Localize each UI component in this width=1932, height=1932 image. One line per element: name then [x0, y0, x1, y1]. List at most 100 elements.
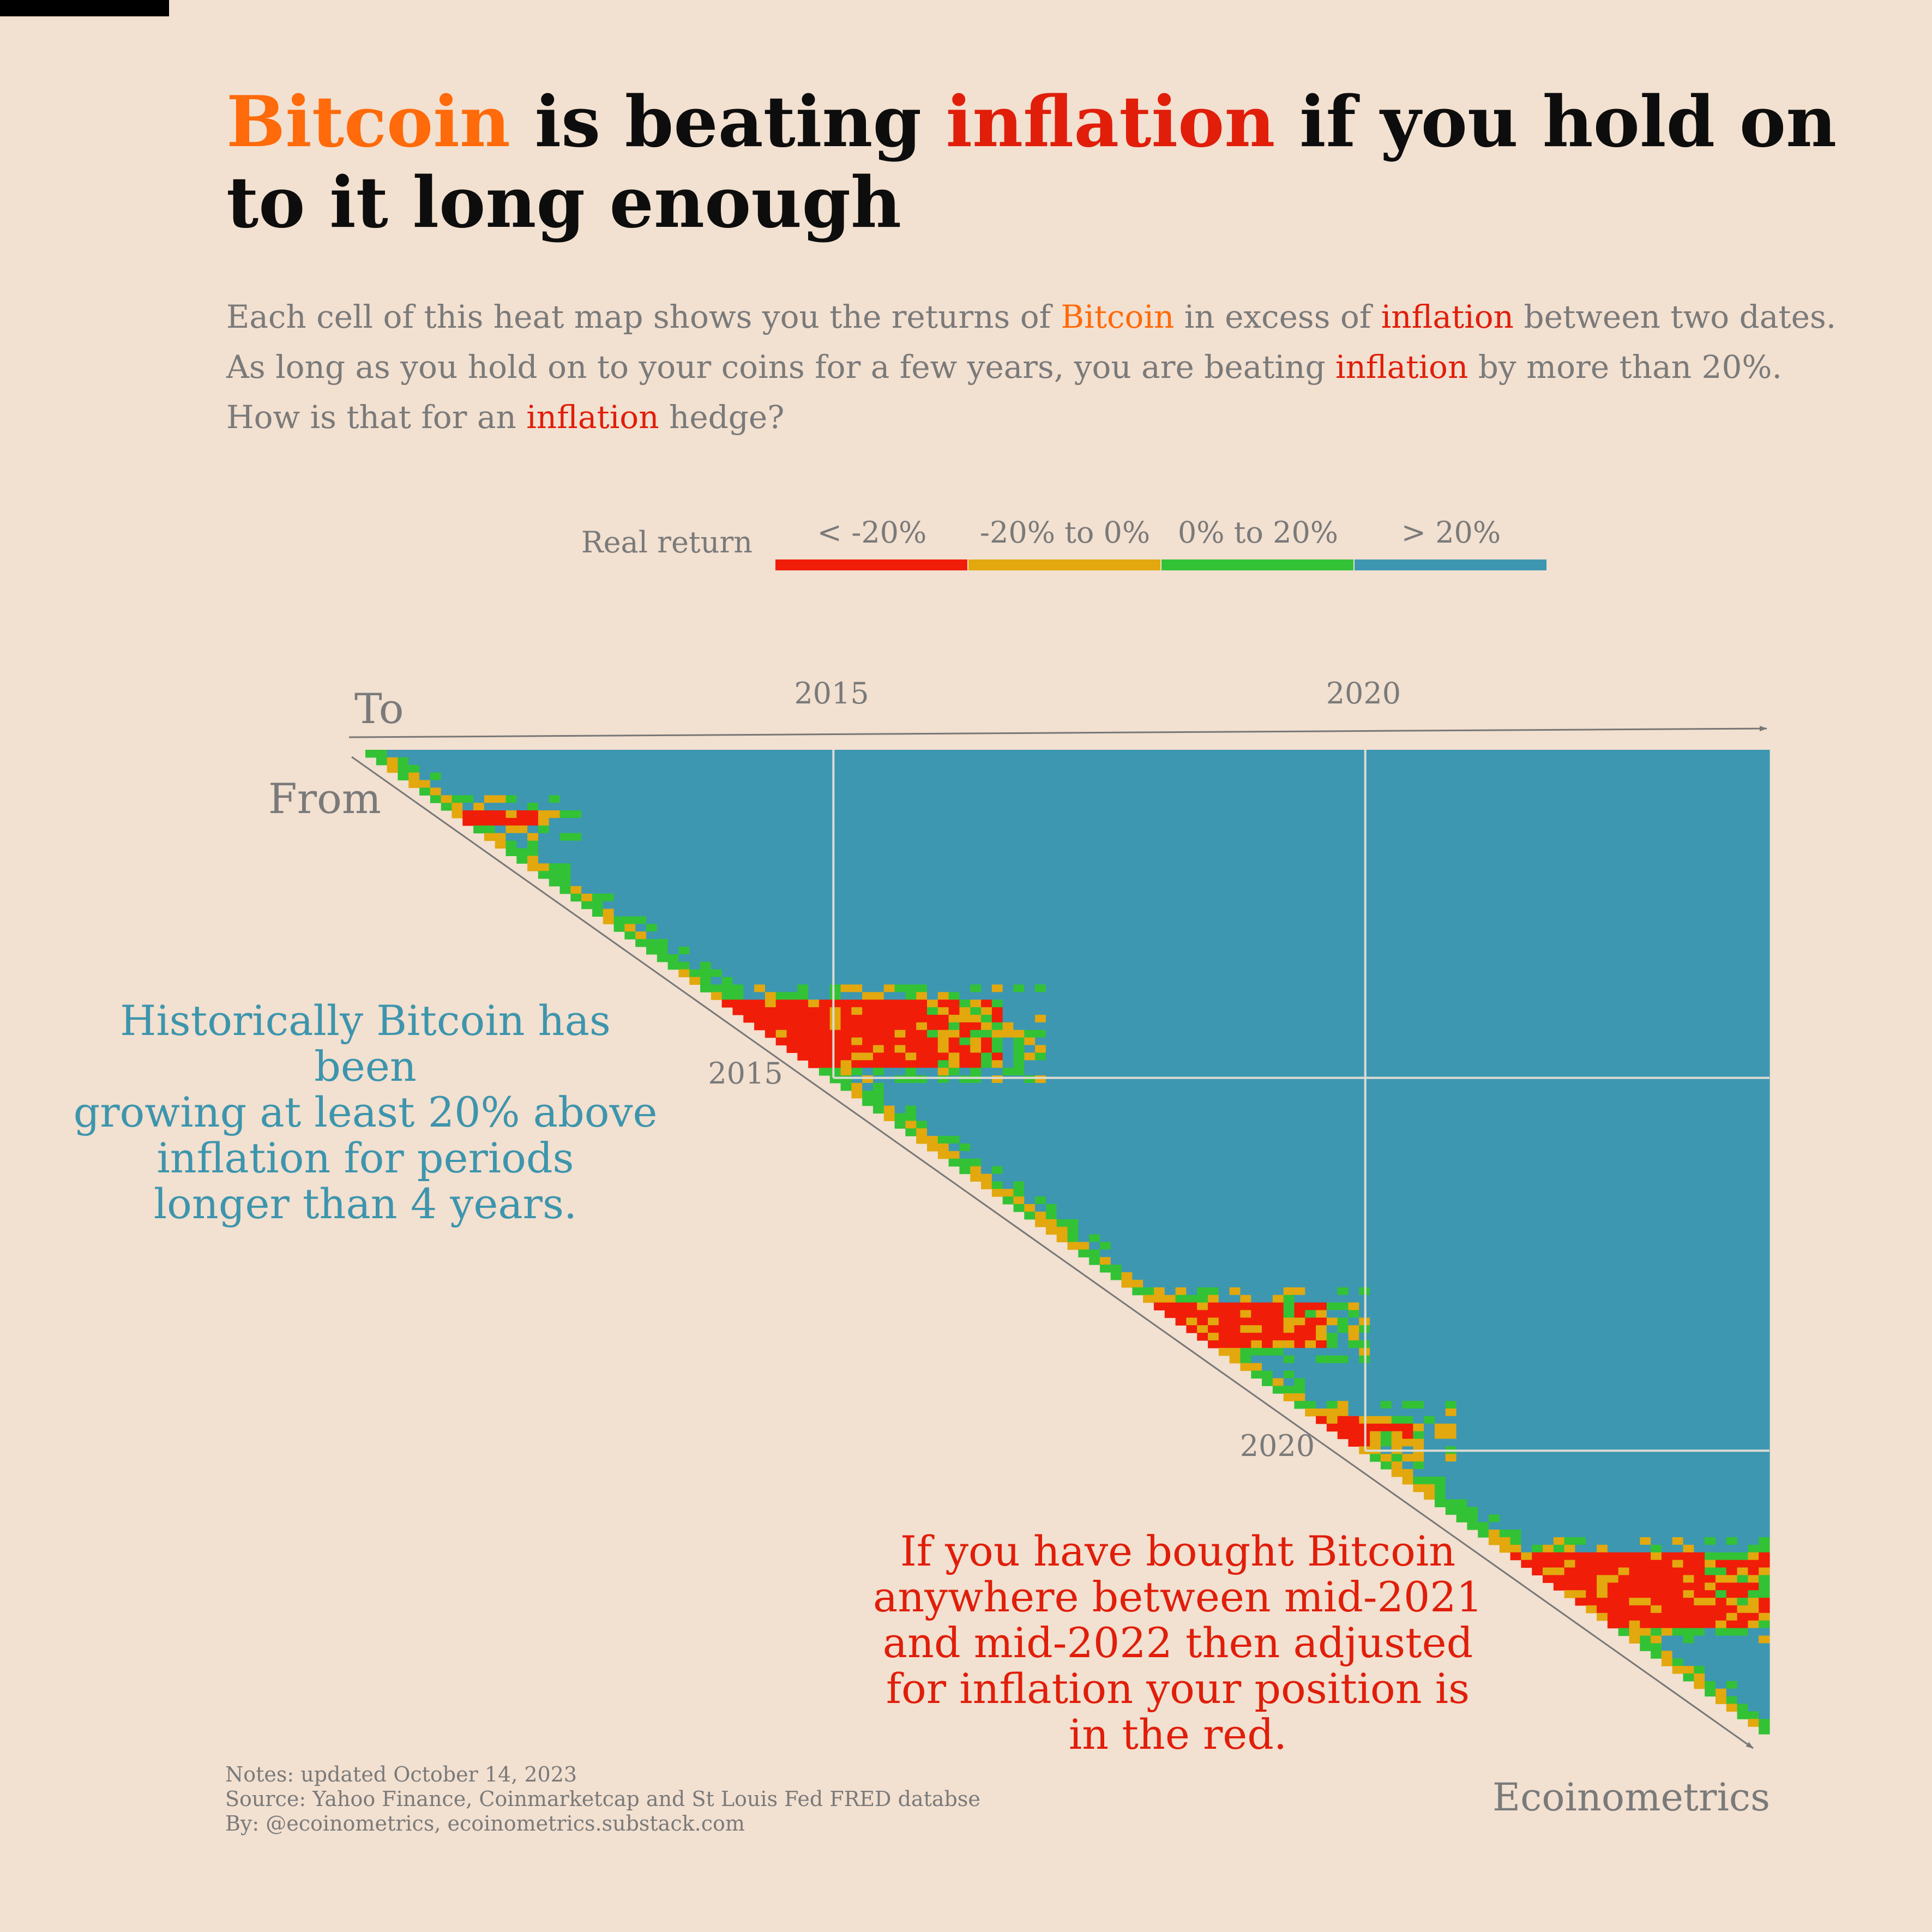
heatmap-cell	[1759, 772, 1770, 781]
heatmap-cell	[1521, 901, 1532, 910]
heatmap-cell	[959, 947, 971, 955]
heatmap-cell	[603, 825, 615, 834]
heatmap-cell	[1413, 863, 1424, 871]
heatmap-cell	[1705, 1052, 1716, 1061]
heatmap-cell	[1186, 924, 1197, 932]
heatmap-cell	[1575, 893, 1586, 902]
heatmap-cell	[948, 1045, 960, 1053]
heatmap-cell	[1294, 848, 1305, 856]
heatmap-cell	[1121, 1000, 1133, 1008]
heatmap-cell	[1067, 780, 1079, 789]
heatmap-cell	[743, 947, 755, 955]
heatmap-cell	[754, 803, 766, 811]
heatmap-cell	[1683, 916, 1694, 924]
heatmap-cell	[1434, 765, 1446, 773]
heatmap-cell	[959, 886, 971, 894]
heatmap-cell	[1251, 1022, 1262, 1031]
heatmap-cell	[1251, 840, 1262, 849]
heatmap-cell	[1478, 992, 1489, 1000]
heatmap-cell	[1067, 1045, 1079, 1053]
heatmap-cell	[991, 992, 1003, 1000]
heatmap-cell	[1715, 780, 1727, 789]
heatmap-cell	[559, 810, 571, 818]
heatmap-cell	[981, 871, 992, 879]
heatmap-cell	[883, 1098, 895, 1106]
heatmap-cell	[667, 803, 679, 811]
heatmap-cell	[1316, 833, 1327, 841]
heatmap-cell	[1661, 954, 1673, 962]
heatmap-cell	[1067, 750, 1079, 758]
heatmap-cell	[1305, 1014, 1316, 1023]
heatmap-cell	[1672, 848, 1684, 856]
heatmap-cell	[775, 772, 787, 781]
heatmap-cell	[1413, 977, 1424, 985]
heatmap-cell	[1413, 931, 1424, 940]
heatmap-cell	[1283, 984, 1295, 992]
heatmap-cell	[1694, 939, 1705, 947]
heatmap-cell	[829, 954, 841, 962]
heatmap-cell	[1478, 1045, 1489, 1053]
heatmap-cell	[1564, 787, 1576, 796]
heatmap-cell	[981, 1014, 992, 1023]
heatmap-cell	[1413, 856, 1424, 864]
heatmap-cell	[1316, 1000, 1327, 1008]
heatmap-cell	[1089, 810, 1100, 818]
heatmap-cell	[1305, 984, 1316, 992]
heatmap-cell	[862, 893, 874, 902]
heatmap-cell	[1316, 916, 1327, 924]
heatmap-cell	[1413, 817, 1424, 826]
heatmap-cell	[754, 780, 766, 789]
heatmap-cell	[743, 863, 755, 871]
heatmap-cell	[1370, 924, 1381, 932]
heatmap-cell	[1229, 803, 1241, 811]
heatmap-cell	[1002, 878, 1014, 887]
heatmap-cell	[1240, 886, 1251, 894]
heatmap-cell	[1326, 931, 1338, 940]
heatmap-cell	[721, 969, 733, 978]
heatmap-cell	[765, 893, 777, 902]
heatmap-cell	[1024, 931, 1036, 940]
heatmap-cell	[1208, 1090, 1219, 1099]
heatmap-cell	[635, 817, 647, 826]
heatmap-cell	[667, 961, 679, 970]
heatmap-cell	[1337, 863, 1349, 871]
heatmap-cell	[1532, 961, 1543, 970]
heatmap-cell	[927, 1098, 938, 1106]
heatmap-cell	[743, 939, 755, 947]
heatmap-cell	[1370, 954, 1381, 962]
heatmap-cell	[1402, 947, 1413, 955]
heatmap-cell	[937, 954, 949, 962]
heatmap-cell	[959, 893, 971, 902]
heatmap-cell	[1597, 795, 1608, 803]
heatmap-cell	[959, 931, 971, 940]
heatmap-cell	[1467, 947, 1478, 955]
heatmap-cell	[808, 825, 820, 834]
heatmap-cell	[991, 1037, 1003, 1046]
heatmap-cell	[1283, 848, 1295, 856]
heatmap-cell	[1478, 840, 1489, 849]
heatmap-cell	[1143, 878, 1154, 887]
heatmap-cell	[1305, 757, 1316, 766]
heatmap-cell	[1510, 848, 1522, 856]
heatmap-cell	[1326, 954, 1338, 962]
heatmap-cell	[1683, 1068, 1694, 1076]
heatmap-cell	[808, 1060, 820, 1068]
heatmap-cell	[667, 901, 679, 910]
heatmap-cell	[678, 795, 690, 803]
heatmap-cell	[1607, 780, 1619, 789]
heatmap-cell	[1759, 977, 1770, 985]
heatmap-cell	[624, 840, 636, 849]
heatmap-cell	[1208, 1045, 1219, 1053]
heatmap-cell	[1121, 1052, 1133, 1061]
heatmap-cell	[1164, 780, 1176, 789]
heatmap-cell	[1607, 825, 1619, 834]
heatmap-cell	[732, 863, 744, 871]
heatmap-cell	[894, 1045, 906, 1053]
heatmap-cell	[711, 977, 723, 985]
heatmap-cell	[1575, 1007, 1586, 1015]
heatmap-cell	[916, 961, 928, 970]
heatmap-cell	[1067, 772, 1079, 781]
heatmap-cell	[1586, 1014, 1597, 1023]
heatmap-cell	[1283, 961, 1295, 970]
heatmap-cell	[1467, 840, 1478, 849]
